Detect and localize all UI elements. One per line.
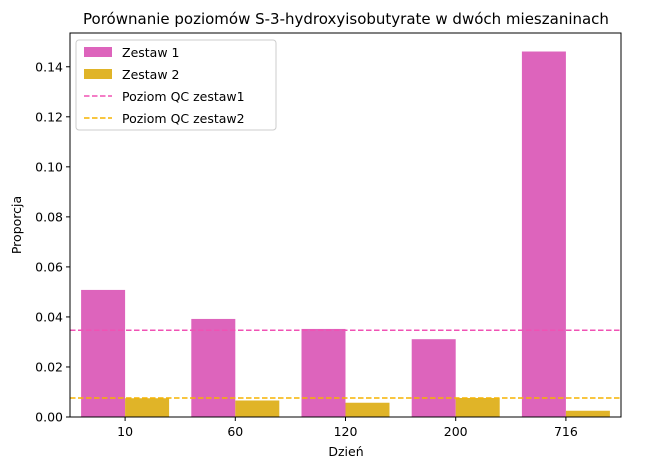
x-tick-label-200: 200: [444, 424, 468, 439]
reference-lines-layer: [70, 329, 621, 399]
bar-series1-200: [411, 339, 456, 417]
legend: Zestaw 1 Zestaw 2 Poziom QC zestaw1 Poziom …: [75, 39, 277, 131]
bar-series2-120: [345, 402, 390, 417]
legend-swatch-series1: [84, 47, 112, 57]
legend-swatch-series2: [84, 69, 112, 79]
y-tick-label-0.12: 0.12: [35, 109, 63, 124]
legend-box: [75, 39, 277, 131]
bars-layer: [81, 51, 610, 417]
legend-label-series1: Zestaw 1: [122, 45, 179, 60]
bar-series2-10: [125, 398, 170, 417]
legend-label-ref2: Poziom QC zestaw2: [122, 111, 245, 126]
chart-title: Porównanie poziomów S-3-hydroxyisobutyra…: [83, 10, 609, 28]
bar-series1-60: [191, 318, 236, 417]
y-tick-label-0.02: 0.02: [35, 359, 63, 374]
y-tick-label-0.04: 0.04: [35, 309, 63, 324]
y-tick-label-0.14: 0.14: [35, 59, 63, 74]
y-tick-label-0.06: 0.06: [35, 259, 63, 274]
bar-series2-200: [455, 397, 500, 417]
bar-series1-120: [301, 328, 346, 417]
bar-series2-716: [565, 410, 610, 417]
x-tick-label-120: 120: [334, 424, 358, 439]
y-tick-label-0.00: 0.00: [35, 410, 63, 425]
y-tick-label-0.08: 0.08: [35, 209, 63, 224]
bar-series1-10: [81, 289, 126, 417]
x-tick-label-10: 10: [117, 424, 133, 439]
y-tick-label-0.10: 0.10: [35, 159, 63, 174]
x-tick-label-60: 60: [227, 424, 243, 439]
bar-series2-60: [235, 400, 280, 417]
bar-series1-716: [521, 51, 566, 417]
y-axis: 0.00 0.02 0.04 0.06 0.08 0.10 0.12 0.14: [35, 59, 70, 425]
legend-label-ref1: Poziom QC zestaw1: [122, 89, 245, 104]
x-axis: 10 60 120 200 716: [117, 417, 578, 439]
x-axis-label: Dzień: [328, 444, 363, 459]
x-tick-label-716: 716: [554, 424, 578, 439]
legend-label-series2: Zestaw 2: [122, 67, 179, 82]
y-axis-label: Proporcja: [9, 196, 24, 254]
